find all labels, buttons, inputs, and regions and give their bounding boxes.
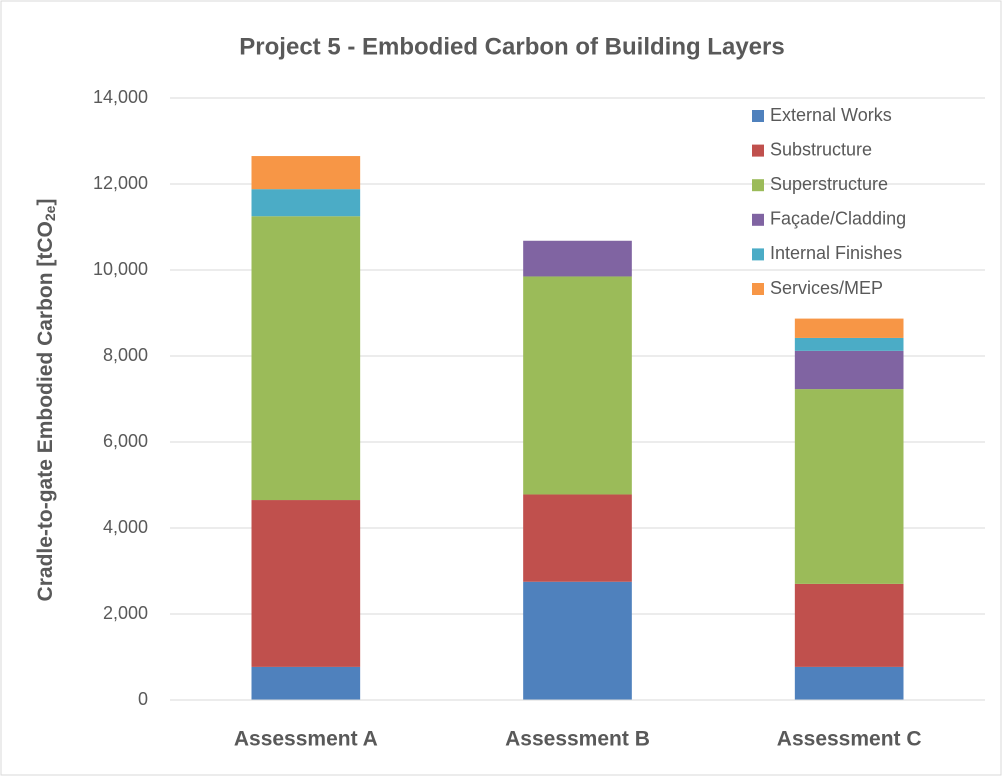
legend-swatch [752,144,764,157]
legend-swatch [752,110,764,122]
chart-title: Project 5 - Embodied Carbon of Building … [239,33,784,60]
legend-label: Substructure [770,139,872,159]
bar-segment [251,666,361,700]
y-axis-label: Cradle-to-gate Embodied Carbon [tCO2e] [34,199,58,602]
bar-segment [794,350,904,390]
y-tick-label: 10,000 [93,259,148,279]
y-label-main: Cradle-to-gate Embodied Carbon [tCO [34,221,57,601]
bar-segment [251,216,361,501]
bar-segment [523,276,632,495]
legend-label: Superstructure [770,174,888,194]
legend-swatch [752,248,764,261]
y-label-end: ] [34,199,57,206]
bar-segment [523,494,632,582]
legend-swatch [752,283,764,295]
legend-label: Façade/Cladding [770,209,906,229]
bar-segment [794,583,904,667]
legend-label: Services/MEP [770,278,883,298]
bar-segment [794,666,904,700]
bar-segment [794,389,904,584]
bar-segment [251,156,361,190]
y-tick-label: 2,000 [103,603,148,623]
y-label-sub: 2e [42,205,58,221]
y-tick-label: 0 [138,689,148,709]
legend-label: External Works [770,105,892,125]
bar-segment [523,581,632,700]
x-tick-label: Assessment B [505,728,650,751]
bar-segment [251,500,361,667]
y-tick-label: 8,000 [103,345,148,365]
y-tick-label: 6,000 [103,431,148,451]
legend-swatch [752,179,764,192]
legend-label: Internal Finishes [770,243,902,263]
legend-swatch [752,213,764,226]
x-tick-label: Assessment A [234,728,378,751]
x-tick-label: Assessment C [777,728,922,751]
bar-segment [794,318,904,338]
bar-segment [794,337,904,351]
y-tick-label: 4,000 [103,517,148,537]
bar-segment [251,189,361,217]
y-tick-label: 14,000 [93,87,148,107]
y-tick-label: 12,000 [93,173,148,193]
bar-segment [523,240,632,277]
